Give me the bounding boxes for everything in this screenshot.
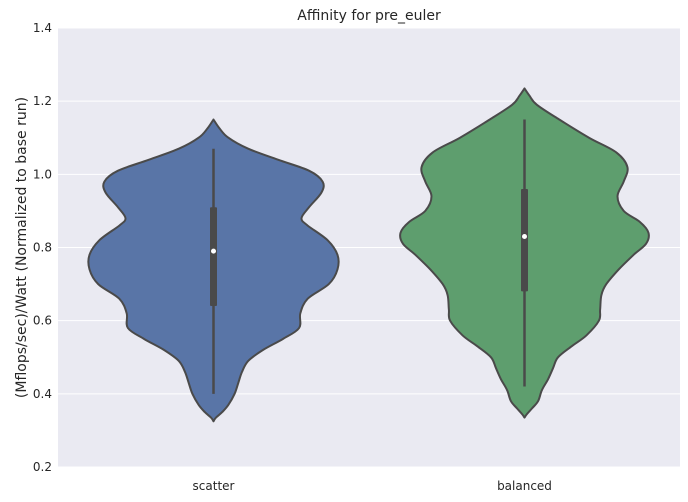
y-tick-label: 1.0: [33, 167, 52, 181]
y-tick-label: 0.4: [33, 387, 52, 401]
median-dot: [211, 248, 216, 254]
y-tick-label: 1.2: [33, 94, 52, 108]
violins: [87, 87, 650, 423]
y-axis-label: (Mflops/sec)/Watt (Normalized to base ru…: [14, 97, 30, 398]
violin-balanced: [399, 87, 650, 419]
y-tick-label: 0.8: [33, 241, 52, 255]
x-tick-labels: scatter balanced: [193, 479, 552, 493]
violin-scatter: [87, 118, 340, 423]
chart-title: Affinity for pre_euler: [297, 8, 441, 24]
x-tick-label: scatter: [193, 479, 235, 493]
median-dot: [522, 234, 527, 240]
y-tick-labels: 0.2 0.4 0.6 0.8 1.0 1.2 1.4: [33, 21, 52, 474]
iqr-box: [521, 188, 528, 292]
y-tick-label: 0.2: [33, 460, 52, 474]
y-tick-label: 0.6: [33, 314, 52, 328]
iqr-box: [210, 207, 217, 307]
y-tick-label: 1.4: [33, 21, 52, 35]
x-tick-label: balanced: [497, 479, 552, 493]
